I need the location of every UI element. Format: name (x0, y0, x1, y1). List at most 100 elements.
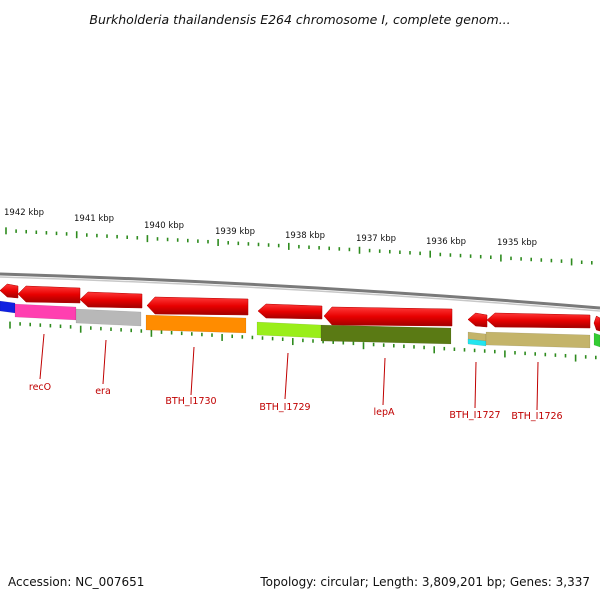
inner-tick (403, 344, 405, 349)
inner-tick (302, 338, 304, 343)
gene-arrow (467, 312, 488, 328)
ruler-tick (217, 238, 219, 246)
inner-tick (49, 323, 52, 328)
label-leader-line (474, 361, 477, 409)
inner-tick (231, 334, 233, 339)
gene-features (0, 283, 600, 349)
ruler-tick (288, 242, 290, 250)
ruler-tick (530, 257, 532, 262)
inner-tick (564, 353, 567, 358)
inner-tick (584, 355, 587, 359)
inner-tick (110, 327, 112, 331)
inner-tick (413, 345, 415, 349)
ruler-tick (520, 257, 522, 261)
gene-arrow (0, 283, 19, 299)
gene-arrow (323, 306, 453, 327)
tick-label: 1936 kbp (426, 237, 466, 247)
inner-tick (312, 339, 314, 343)
ruler-ticks (5, 227, 597, 362)
tick-label: 1941 kbp (74, 214, 114, 224)
ruler-tick (45, 231, 48, 235)
map-title: Burkholderia thailandensis E264 chromoso… (89, 12, 510, 27)
ruler-tick (298, 244, 300, 249)
ruler-tick (55, 231, 58, 236)
inner-tick (29, 322, 31, 327)
ruler-tick (15, 229, 17, 233)
inner-tick (504, 350, 506, 358)
ruler-tick (187, 238, 189, 243)
inner-tick (120, 328, 122, 332)
label-leader-line (190, 346, 195, 396)
summary-text: Topology: circular; Length: 3,809,201 bp… (259, 575, 590, 589)
inner-tick (39, 323, 42, 327)
gene-label: recO (29, 382, 51, 393)
gene-label: BTH_I1729 (259, 402, 310, 413)
inner-tick (221, 333, 223, 341)
ruler-tick (308, 245, 310, 249)
inner-tick (292, 338, 294, 346)
ruler-tick (277, 243, 280, 248)
inner-tick (534, 352, 536, 356)
label-leader-line (102, 339, 107, 385)
backbone-outer (0, 272, 600, 310)
inner-tick (281, 337, 284, 341)
inner-tick (342, 341, 345, 345)
gene-feature-bar (75, 308, 142, 327)
gene-arrow (146, 296, 249, 316)
ruler-tick (257, 242, 260, 247)
ruler-tick (318, 246, 320, 250)
ruler-labels: 1942 kbp 1941 kbp 1940 kbp 1939 kbp 1938 kbp… (4, 208, 537, 248)
ruler-tick (550, 258, 553, 263)
label-leader-line (382, 357, 386, 406)
ruler-tick (156, 237, 159, 241)
tick-label: 1938 kbp (285, 231, 325, 241)
ruler-tick (469, 254, 472, 258)
inner-tick (494, 349, 496, 354)
inner-tick (241, 335, 244, 339)
gene-label: BTH_I1730 (165, 396, 216, 407)
inner-tick (393, 343, 395, 348)
accession-text: Accession: NC_007651 (8, 575, 144, 589)
gene-feature-bar (593, 332, 600, 348)
inner-tick (524, 351, 526, 356)
label-leader-line (39, 333, 45, 380)
inner-tick (433, 346, 435, 354)
label-leader-line (284, 352, 289, 400)
gene-feature-bar (145, 314, 247, 334)
inner-tick (382, 343, 385, 347)
inner-tick (180, 331, 183, 336)
ruler-tick (358, 246, 361, 254)
gene-arrow (79, 291, 143, 309)
ruler-tick (176, 238, 179, 242)
ruler-tick (207, 239, 209, 244)
ruler-tick (126, 235, 128, 239)
ruler-tick (146, 235, 149, 243)
gene-feature-bar (256, 321, 322, 339)
inner-tick (201, 332, 203, 337)
ruler-tick (197, 239, 199, 243)
inner-tick (211, 333, 213, 337)
inner-tick (514, 351, 516, 355)
inner-tick (150, 329, 153, 337)
ruler-tick (560, 259, 563, 263)
inner-tick (595, 355, 597, 360)
gene-feature-bar (467, 338, 487, 347)
ruler-tick (591, 261, 593, 265)
inner-tick (352, 341, 355, 346)
ruler-tick (86, 233, 88, 237)
backbone-inner (0, 276, 600, 312)
inner-tick (271, 336, 274, 341)
inner-tick (170, 331, 173, 335)
gene-arrow (17, 285, 81, 304)
inner-tick (483, 349, 486, 353)
ruler-tick (5, 227, 7, 235)
tick-label: 1935 kbp (497, 238, 537, 248)
ruler-tick (237, 241, 240, 246)
label-leader-line (536, 361, 539, 411)
gene-arrow (257, 303, 323, 320)
ruler-tick (580, 260, 583, 264)
inner-tick (332, 340, 334, 344)
inner-tick (79, 325, 82, 333)
ruler-tick (348, 247, 351, 252)
gene-label: BTH_I1727 (449, 410, 500, 421)
